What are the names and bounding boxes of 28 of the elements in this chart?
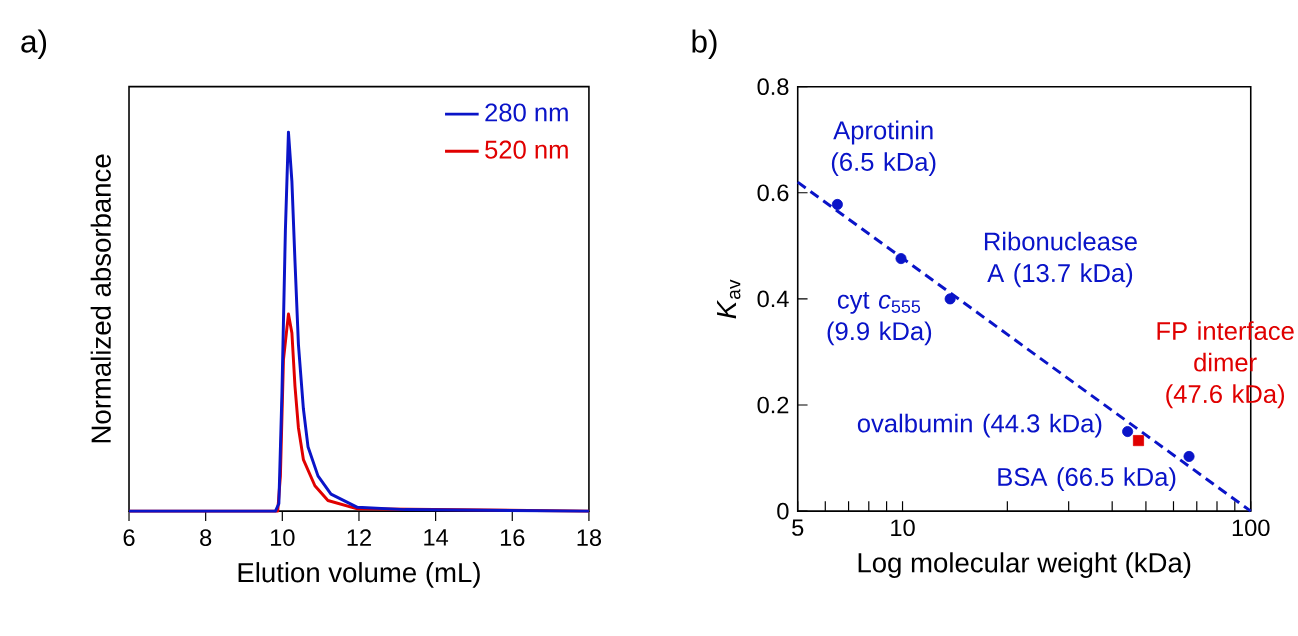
y-tick-label: 0.2 — [757, 396, 789, 414]
annotation: BSA (66.5 kDa) — [998, 467, 1176, 491]
x-tick-label: 10 — [891, 519, 915, 537]
annotation: Ribonuclease A (13.7 kDa) — [984, 231, 1137, 288]
x-tick-label: 16 — [500, 529, 525, 546]
y-tick-label: 0.4 — [757, 290, 789, 308]
annotation: cyt c$_{555}$ (9.9 kDa) — [827, 291, 932, 346]
y-tick-label: 0.8 — [757, 78, 789, 95]
x-tick-label: 12 — [347, 529, 371, 546]
y-axis-title: Normalized absorbance — [90, 154, 111, 443]
x-tick-label: 5 — [792, 519, 804, 536]
x-axis-title: Elution volume (mL) — [238, 562, 480, 588]
x-tick-label: 8 — [200, 529, 212, 546]
legend-label: 280 nm — [485, 103, 568, 122]
y-tick-label: 0.6 — [757, 184, 789, 202]
x-tick-label: 14 — [424, 529, 449, 546]
x-tick-label: 10 — [270, 529, 295, 546]
x-tick-label: 100 — [1232, 519, 1270, 537]
text: b) — [692, 29, 717, 59]
annotation: ovalbumin (44.3 kDa) — [857, 413, 1102, 438]
text: a) — [21, 29, 47, 59]
y-tick-label: 0 — [777, 502, 789, 520]
x-tick-label: 6 — [123, 529, 135, 546]
legend-label: 520 nm — [485, 140, 568, 159]
y-axis-title: K$_{av}$ — [717, 279, 741, 319]
annotation: Aprotinin (6.5 kDa) — [831, 120, 936, 176]
x-tick-label: 18 — [577, 529, 602, 546]
x-axis-title: Log molecular weight (kDa) — [858, 552, 1191, 578]
